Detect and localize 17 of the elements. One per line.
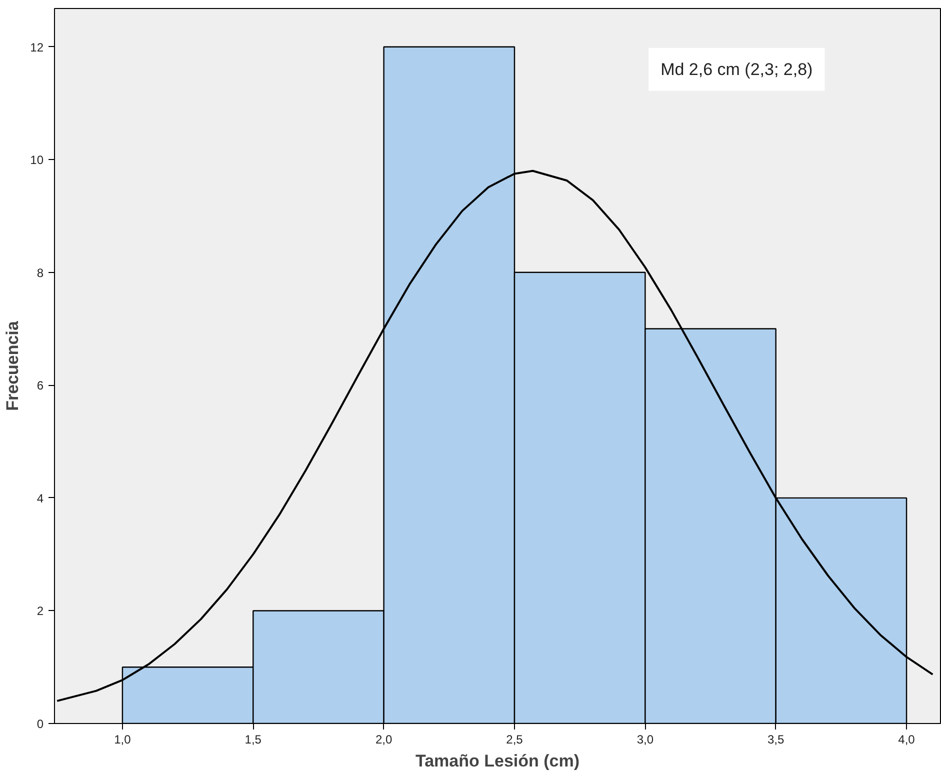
annotation: Md 2,6 cm (2,3; 2,8)	[660, 60, 813, 79]
x-tick-label: 1,0	[114, 732, 132, 746]
x-tick-label: 3,5	[768, 732, 785, 746]
x-axis-title: Tamaño Lesión (cm)	[415, 752, 580, 770]
y-tick-label: 2	[36, 604, 44, 618]
x-tick-label: 1,5	[244, 732, 262, 746]
y-tick-label: 8	[36, 266, 44, 280]
x-tick-label: 2,5	[506, 732, 524, 746]
y-axis-title: Frecuencia	[3, 320, 22, 411]
x-tick-label: 4,0	[898, 732, 916, 746]
x-tick-label: 3,0	[636, 732, 654, 746]
y-tick-label: 4	[36, 491, 44, 506]
y-tick-label: 10	[30, 153, 44, 168]
y-tick-label: 6	[36, 378, 44, 393]
y-tick-label: 12	[30, 40, 44, 54]
y-tick-label: 0	[36, 717, 44, 731]
x-tick-label: 2,0	[375, 732, 392, 746]
